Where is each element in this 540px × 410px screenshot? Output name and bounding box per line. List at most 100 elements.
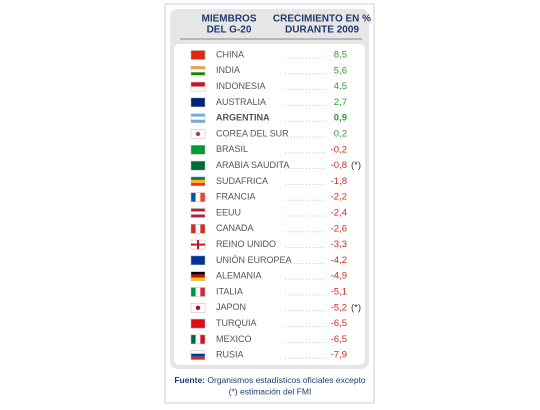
country-name: ARABIA SAUDITA (216, 160, 289, 170)
flag (200, 224, 205, 234)
growth-value: 2,7 (334, 97, 347, 108)
flag (191, 182, 205, 186)
flag (191, 72, 205, 76)
country-name: INDIA (216, 65, 240, 75)
country-name: EEUU (216, 207, 241, 217)
footer-note: (*) estimación del FMI (229, 386, 312, 396)
footer-text: Organismos estadísticos oficiales except… (207, 375, 366, 385)
flag (191, 319, 205, 329)
growth-value: -4,2 (331, 255, 347, 266)
flag (191, 113, 205, 117)
footer: Fuente: Organismos estadísticos oficiale… (174, 375, 366, 385)
growth-value: -3,3 (331, 239, 347, 250)
flag (191, 243, 205, 246)
header: DEL G-20 (207, 25, 252, 36)
flag (195, 287, 201, 297)
growth-value: -0,8 (331, 160, 347, 171)
flag (191, 274, 205, 278)
country-name: ALEMANIA (216, 271, 262, 281)
country-name: SUDAFRICA (216, 176, 268, 186)
growth-value: -2,4 (331, 208, 347, 219)
footer-label: Fuente: (174, 375, 205, 385)
flag-border (190, 160, 206, 171)
flag-border (190, 145, 206, 155)
flag-border (190, 255, 206, 266)
flag (191, 161, 205, 171)
flag-border (190, 271, 206, 281)
flag (195, 305, 201, 310)
value-note: (*) (351, 302, 361, 313)
flag (191, 145, 205, 155)
growth-value: -5,1 (331, 287, 347, 298)
country-name: REINO UNIDO (216, 239, 276, 249)
flag (191, 69, 205, 73)
growth-value: 5,6 (334, 65, 347, 76)
flag (191, 287, 196, 297)
country-name: INDONESIA (216, 81, 266, 91)
flag-border (190, 334, 206, 345)
flag (191, 208, 205, 212)
value-note: (*) (351, 160, 361, 171)
header: DURANTE 2009 (285, 25, 359, 36)
flag (200, 287, 205, 297)
flag (191, 192, 196, 202)
flag-border (190, 208, 206, 218)
flag (191, 116, 205, 120)
flag (191, 211, 205, 215)
flag (191, 97, 205, 107)
flag (191, 66, 205, 70)
list-bg (174, 44, 365, 365)
flag (191, 277, 205, 281)
header: CRECIMIENTO EN % (273, 14, 371, 25)
flag (195, 224, 201, 234)
flag-border (190, 50, 206, 60)
growth-value: 0,9 (334, 113, 347, 124)
flag-border (190, 350, 206, 360)
country-name: ARGENTINA (216, 113, 270, 123)
growth-value: 4,5 (334, 81, 347, 92)
growth-value: -6,5 (331, 334, 347, 345)
flag (191, 50, 205, 60)
flag (191, 82, 205, 87)
growth-value: -5,2 (331, 302, 347, 313)
country-name: TURQUIA (216, 318, 257, 328)
flag (195, 131, 201, 137)
flag-border (190, 318, 206, 329)
growth-value: 0,2 (334, 129, 347, 140)
header: MIEMBROS (202, 14, 257, 25)
flag (191, 334, 196, 344)
growth-value: -1,8 (331, 176, 347, 187)
flag-border (190, 192, 206, 202)
flag (195, 334, 201, 344)
growth-value: 8,5 (334, 50, 347, 61)
country-name: JAPON (216, 302, 246, 312)
growth-value: -0,2 (331, 144, 347, 155)
flag (191, 353, 205, 357)
flag-border (190, 81, 206, 92)
flag (191, 179, 205, 183)
country-name: FRANCIA (216, 192, 256, 202)
country-name: AUSTRALIA (216, 97, 266, 107)
flag (191, 176, 205, 180)
country-name: COREA DEL SUR (216, 128, 289, 138)
flag-border (190, 97, 206, 108)
country-name: BRASIL (216, 144, 248, 154)
flag-border (190, 113, 206, 123)
flag (191, 255, 205, 265)
flag (195, 192, 201, 202)
growth-value: -4,9 (331, 271, 347, 282)
country-name: CHINA (216, 49, 244, 59)
flag (191, 86, 205, 92)
growth-value: -7,9 (331, 350, 347, 361)
country-name: MEXICO (216, 334, 252, 344)
country-name: RUSIA (216, 350, 244, 360)
flag (191, 119, 205, 123)
flag-border (190, 176, 206, 187)
flag (191, 356, 205, 360)
growth-value: -6,5 (331, 318, 347, 329)
country-name: UNIÓN EUROPEA (216, 255, 292, 265)
flag-border (190, 287, 206, 297)
flag-border (190, 129, 206, 139)
flag-border (190, 224, 206, 234)
